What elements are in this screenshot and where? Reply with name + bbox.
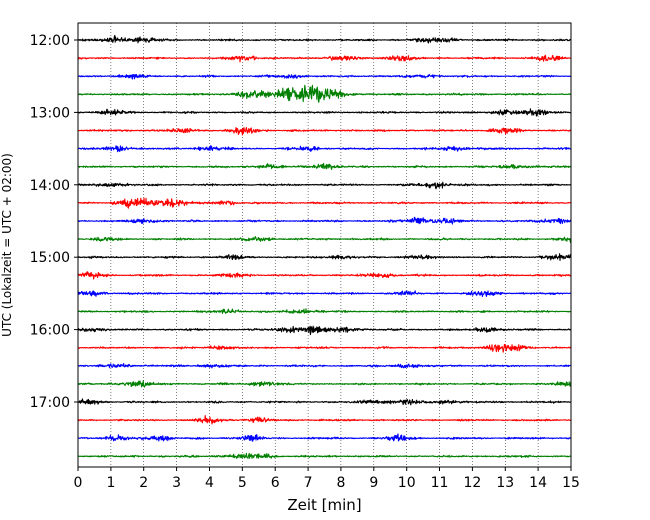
x-tick-label-2: 2 [139, 475, 148, 491]
y-tick-label-4: 16:00 [30, 323, 70, 339]
x-tick-label-10: 10 [398, 475, 416, 491]
trace-1315 [77, 126, 572, 136]
trace-1545 [77, 308, 572, 314]
y-axis: 12:00 13:00 14:00 15:00 16:00 17:00 [30, 33, 78, 411]
x-axis: 0 1 2 3 4 5 6 7 8 9 10 11 12 13 14 15 [74, 467, 580, 491]
trace-1500 [77, 253, 572, 261]
x-axis-label: Zeit [min] [287, 496, 361, 514]
trace-1745 [77, 452, 571, 459]
trace-1530 [77, 290, 572, 298]
trace-layer [77, 34, 572, 459]
x-tick-label-8: 8 [336, 475, 345, 491]
x-tick-label-3: 3 [172, 475, 181, 491]
trace-1645 [77, 380, 572, 388]
x-tick-label-6: 6 [271, 475, 280, 491]
x-tick-label-7: 7 [304, 475, 313, 491]
trace-1230 [77, 73, 571, 80]
trace-1600 [77, 325, 572, 336]
x-tick-label-9: 9 [369, 475, 378, 491]
trace-1730 [77, 433, 572, 442]
trace-1245 [77, 84, 571, 103]
trace-1445 [77, 235, 572, 243]
y-tick-label-2: 14:00 [30, 178, 70, 194]
x-tick-label-13: 13 [496, 475, 514, 491]
y-tick-label-1: 13:00 [30, 105, 70, 121]
y-axis-label: UTC (Lokalzeit = UTC + 02:00) [0, 153, 14, 337]
x-tick-label-14: 14 [529, 475, 547, 491]
x-tick-label-12: 12 [463, 475, 481, 491]
trace-1215 [77, 54, 572, 63]
x-tick-label-5: 5 [238, 475, 247, 491]
y-tick-label-3: 15:00 [30, 250, 70, 266]
x-tick-label-0: 0 [74, 475, 83, 491]
x-tick-label-15: 15 [562, 475, 580, 491]
plot-frame [77, 22, 572, 468]
y-tick-label-0: 12:00 [30, 33, 70, 49]
trace-1300 [77, 108, 571, 117]
trace-1615 [77, 343, 572, 353]
trace-1515 [77, 271, 572, 280]
trace-1330 [77, 145, 572, 153]
x-tick-label-1: 1 [106, 475, 115, 491]
x-tick-label-4: 4 [205, 475, 214, 491]
trace-1400 [77, 181, 571, 190]
trace-1200 [77, 34, 572, 44]
trace-1415 [77, 197, 572, 209]
y-tick-label-5: 17:00 [30, 395, 70, 411]
trace-1715 [77, 415, 572, 425]
trace-1430 [77, 216, 572, 225]
trace-1630 [77, 363, 572, 369]
trace-1700 [77, 398, 572, 406]
x-tick-label-11: 11 [431, 475, 449, 491]
trace-1345 [77, 162, 571, 171]
